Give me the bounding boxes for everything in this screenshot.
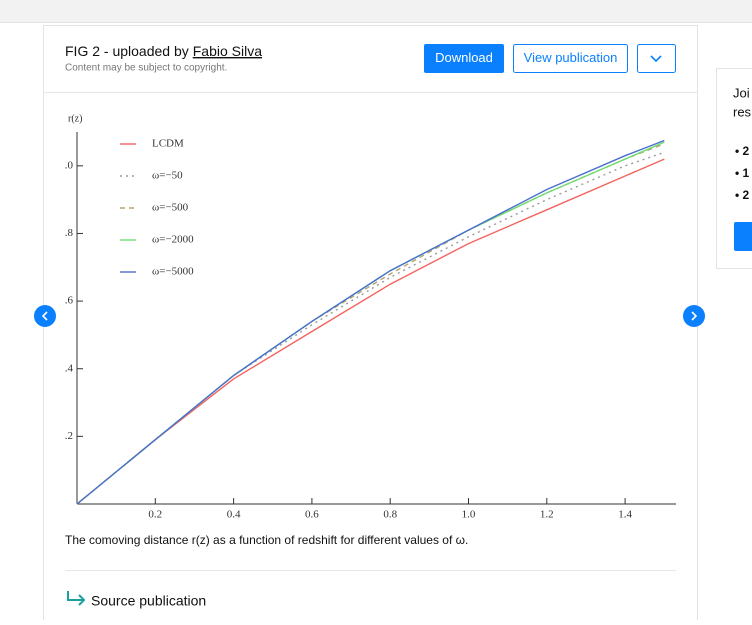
author-link[interactable]: Fabio Silva: [193, 43, 262, 59]
y-tick-label: .8: [65, 227, 74, 239]
side-bullet: • 1: [735, 166, 750, 180]
x-tick-label: 1.2: [540, 509, 554, 521]
side-text: Joi: [733, 85, 750, 100]
top-bar: [0, 0, 752, 22]
side-bullet: • 2: [735, 144, 750, 158]
next-button[interactable]: [683, 305, 705, 327]
y-axis-label: r(z): [68, 113, 82, 124]
source-link[interactable]: Source publication: [91, 593, 206, 609]
side-text: res: [733, 104, 752, 119]
legend-label: ω=−5000: [152, 266, 194, 278]
download-label[interactable]: Download: [435, 50, 493, 65]
y-tick-label: .0: [65, 159, 74, 171]
title-text: FIG 2 - uploaded by: [65, 43, 189, 59]
copyright-notice: Content may be subject to copyright.: [65, 63, 227, 74]
bullet-text: 2: [743, 188, 750, 202]
y-tick-label: .4: [65, 362, 74, 374]
view-label[interactable]: View publication: [524, 50, 618, 65]
x-tick-label: 1.0: [462, 509, 476, 521]
x-tick-label: 1.4: [618, 509, 632, 521]
y-tick-label: .6: [65, 295, 74, 307]
x-tick-label: 0.4: [227, 509, 241, 521]
x-tick-label: 0.2: [148, 509, 162, 521]
legend-label: LCDM: [152, 138, 184, 150]
figure-card: [44, 26, 698, 621]
legend-label: ω=−500: [152, 202, 189, 214]
side-bullet: • 2: [735, 188, 750, 202]
bullet-text: 2: [743, 144, 750, 158]
prev-button[interactable]: [34, 305, 56, 327]
legend-label: ω=−50: [152, 170, 183, 182]
dropdown-button[interactable]: [638, 45, 676, 73]
y-tick-label: .2: [65, 430, 73, 442]
bullet-text: 1: [743, 166, 750, 180]
x-tick-label: 0.6: [305, 509, 319, 521]
legend-label: ω=−2000: [152, 234, 194, 246]
x-tick-label: 0.8: [383, 509, 397, 521]
caption: The comoving distance r(z) as a function…: [65, 533, 468, 547]
side-button[interactable]: [734, 222, 752, 251]
